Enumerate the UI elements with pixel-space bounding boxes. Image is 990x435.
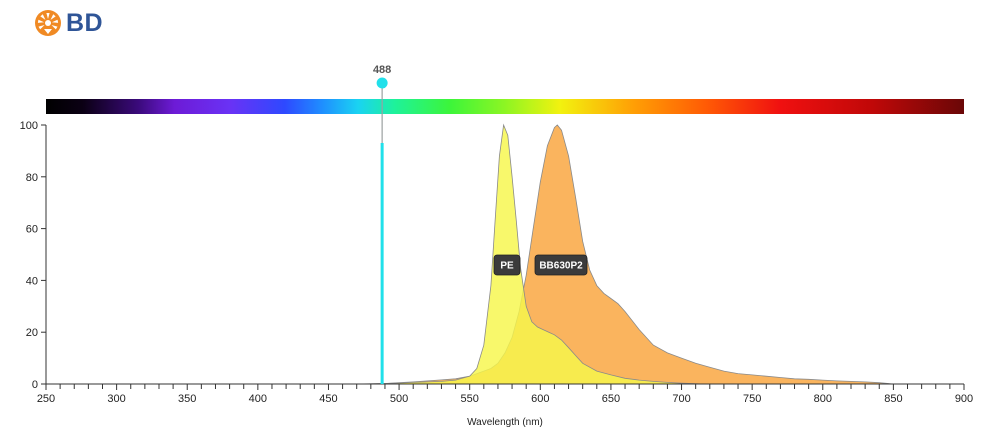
wavelength-color-bar: [46, 99, 964, 114]
brand-name: BD: [66, 8, 104, 37]
x-tick-label: 600: [531, 393, 549, 405]
y-tick-label: 80: [26, 172, 38, 184]
x-tick-label: 300: [107, 393, 125, 405]
dye-tag-label: PE: [500, 261, 514, 272]
laser-label: 488: [373, 64, 391, 76]
series-area-bb630p2: [356, 124, 894, 385]
laser-handle[interactable]: [376, 77, 388, 89]
x-tick-label: 800: [814, 393, 832, 405]
x-tick-label: 850: [884, 393, 902, 405]
dye-tag-box[interactable]: [534, 254, 588, 276]
x-tick-label: 250: [37, 393, 55, 405]
x-tick-label: 750: [743, 393, 761, 405]
x-tick-label: 900: [955, 393, 973, 405]
y-tick-label: 20: [26, 327, 38, 339]
x-tick-label: 450: [319, 393, 337, 405]
y-tick-label: 100: [20, 120, 38, 132]
x-tick-label: 550: [461, 393, 479, 405]
laser-line[interactable]: [380, 143, 384, 384]
x-tick-label: 700: [672, 393, 690, 405]
y-tick-label: 40: [26, 275, 38, 287]
dye-tag-pe[interactable]: PE: [493, 254, 521, 276]
x-axis-title: Wavelength (nm): [467, 417, 543, 428]
x-tick-label: 500: [390, 393, 408, 405]
x-tick-label: 650: [602, 393, 620, 405]
series-area-pe: [363, 123, 703, 385]
bd-starburst-icon: [35, 10, 61, 36]
x-tick-label: 400: [249, 393, 267, 405]
dye-tag-bb630p2[interactable]: BB630P2: [534, 254, 588, 276]
bd-logo: BD: [34, 8, 103, 38]
dye-tag-label: BB630P2: [539, 261, 583, 272]
y-tick-label: 60: [26, 224, 38, 236]
x-tick-label: 350: [178, 393, 196, 405]
y-tick-label: 0: [32, 379, 38, 391]
dye-tag-box[interactable]: [493, 254, 521, 276]
